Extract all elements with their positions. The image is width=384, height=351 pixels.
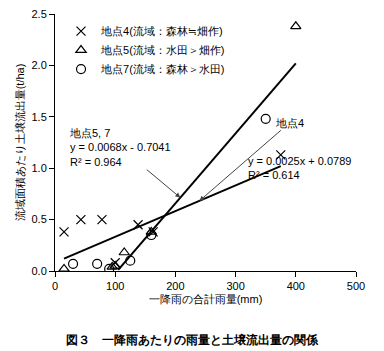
svg-text:0.0: 0.0 <box>32 265 47 277</box>
svg-text:100: 100 <box>106 280 124 292</box>
svg-text:y = 0.0025x + 0.0789R² = 0.614: y = 0.0025x + 0.0789R² = 0.614 <box>248 155 351 181</box>
svg-text:300: 300 <box>226 280 244 292</box>
svg-text:図３ 一降雨あたりの雨量と土壌流出量の関係: 図３ 一降雨あたりの雨量と土壌流出量の関係 <box>66 333 319 347</box>
svg-text:地点4: 地点4 <box>275 117 304 129</box>
svg-text:地点7(流域：森林＞水田): 地点7(流域：森林＞水田) <box>100 63 224 75</box>
svg-text:1.0: 1.0 <box>32 162 47 174</box>
svg-text:2.5: 2.5 <box>32 8 47 20</box>
svg-text:500: 500 <box>347 280 365 292</box>
svg-text:0.5: 0.5 <box>32 213 47 225</box>
svg-text:地点5(流域：水田＞畑作): 地点5(流域：水田＞畑作) <box>100 44 224 56</box>
svg-text:一降雨の合計雨量(mm): 一降雨の合計雨量(mm) <box>149 293 263 305</box>
svg-text:400: 400 <box>287 280 305 292</box>
svg-text:0: 0 <box>52 280 58 292</box>
svg-text:2.0: 2.0 <box>32 59 47 71</box>
svg-text:流域面積あたり土壌流出量(t/ha): 流域面積あたり土壌流出量(t/ha) <box>14 64 26 222</box>
svg-text:地点5, 7y = 0.0068x - 0.7041R² =: 地点5, 7y = 0.0068x - 0.7041R² = 0.964 <box>69 127 171 168</box>
svg-text:1.5: 1.5 <box>32 111 47 123</box>
svg-text:地点4(流域：森林≒畑作): 地点4(流域：森林≒畑作) <box>100 25 223 37</box>
svg-text:200: 200 <box>166 280 184 292</box>
